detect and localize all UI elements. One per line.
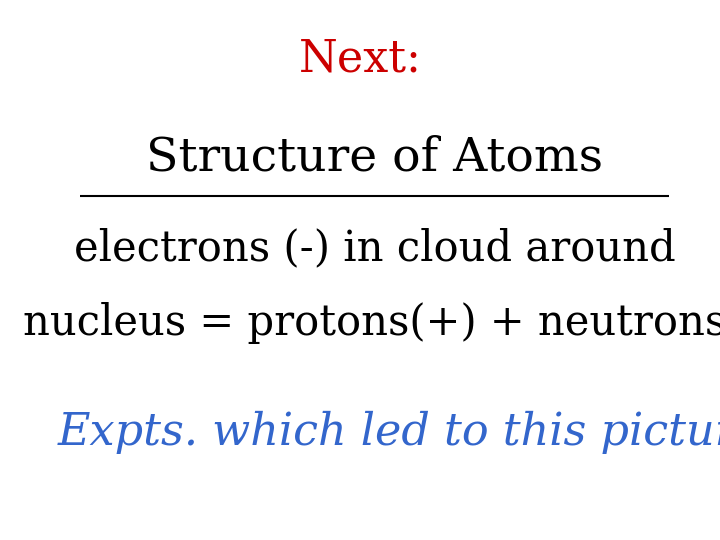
Text: nucleus = protons(+) + neutrons: nucleus = protons(+) + neutrons bbox=[23, 302, 720, 345]
Text: Next:: Next: bbox=[299, 38, 421, 81]
Text: Expts. which led to this picture.: Expts. which led to this picture. bbox=[58, 410, 720, 454]
Text: electrons (-) in cloud around: electrons (-) in cloud around bbox=[73, 227, 675, 269]
Text: Structure of Atoms: Structure of Atoms bbox=[146, 135, 603, 180]
